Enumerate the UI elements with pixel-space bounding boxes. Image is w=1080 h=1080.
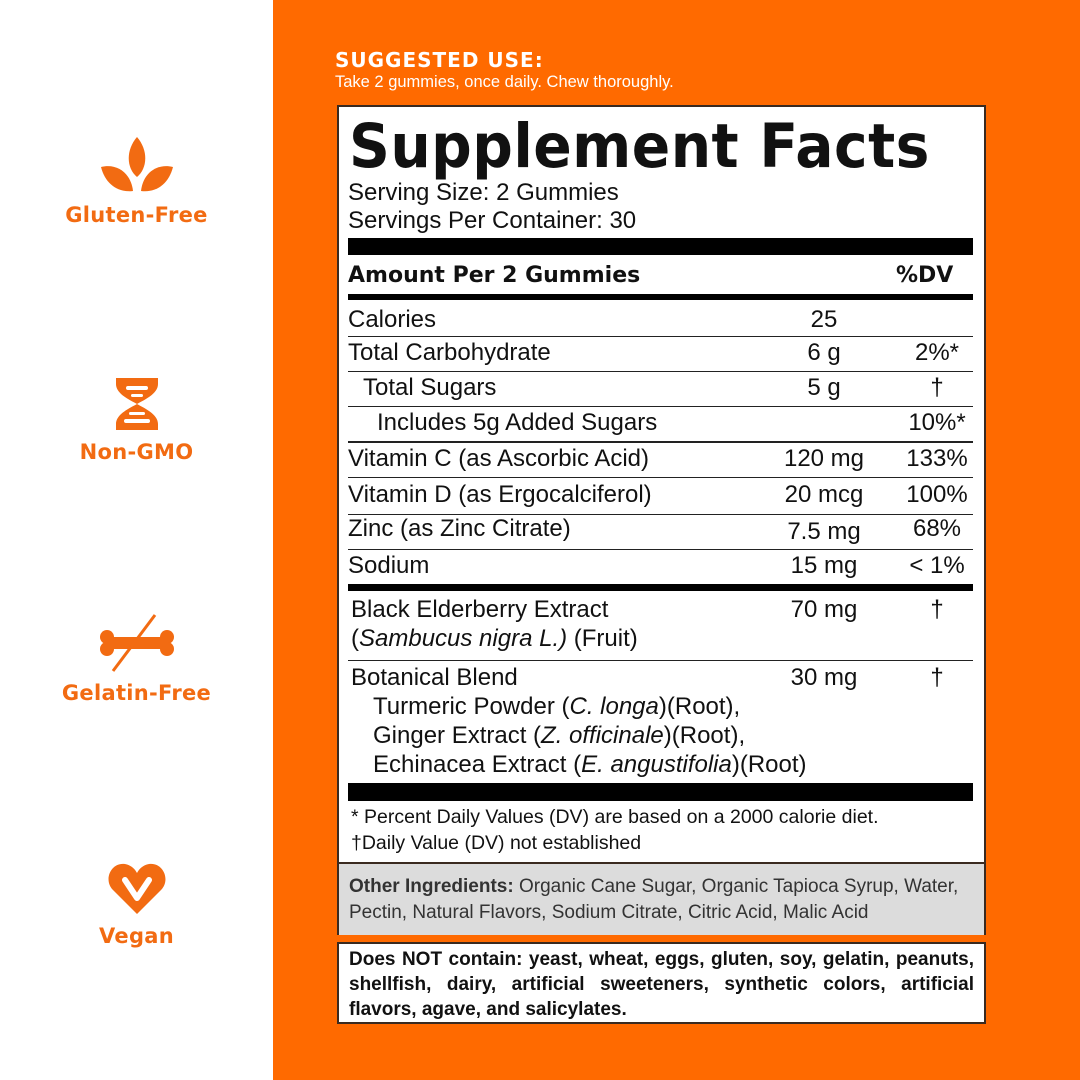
badge-panel: Gluten-Free Non-GMO Gelatin-Free Vegan [0, 0, 273, 1080]
nutrient-amount: 120 mg [783, 445, 865, 472]
divider [348, 238, 973, 255]
divider [348, 783, 973, 801]
nutrient-dv: 68% [912, 515, 962, 542]
nutrient-dv: 100% [906, 481, 968, 508]
latin-name: Z. officinale [541, 722, 664, 749]
plant-part: )(Root) [731, 751, 807, 778]
supplement-facts-panel: Supplement Facts Serving Size: 2 Gummies… [337, 105, 986, 935]
row-botanical-blend: Botanical Blend Turmeric Powder (C. long… [351, 663, 978, 779]
nutrient-amount: 5 g [807, 374, 841, 401]
ingredient-dv: † [930, 664, 944, 691]
divider [348, 660, 973, 661]
ingredient-amount: 30 mg [790, 664, 858, 691]
nutrient-name: Vitamin D (as Ergocalciferol) [348, 481, 652, 508]
ingredient-name: Botanical Blend [351, 664, 518, 691]
suggested-use-text: Take 2 gummies, once daily. Chew thoroug… [335, 73, 674, 91]
heart-v-icon [108, 863, 165, 914]
badge-label: Gluten-Free [65, 203, 208, 227]
row-vitamin-c: Vitamin C (as Ascorbic Acid) 120 mg 133% [348, 445, 978, 477]
nutrient-amount: 7.5 mg [787, 518, 861, 545]
does-not-contain: Does NOT contain: yeast, wheat, eggs, gl… [337, 942, 986, 1024]
other-ingredients: Other Ingredients: Organic Cane Sugar, O… [339, 862, 984, 935]
plant-part: )(Root), [658, 693, 741, 720]
nutrient-name: Sodium [348, 552, 430, 579]
nutrient-amount: 20 mcg [784, 481, 864, 508]
badge-non-gmo: Non-GMO [0, 376, 273, 464]
divider [348, 441, 973, 443]
badge-label: Non-GMO [79, 440, 194, 464]
nutrient-name: Total Sugars [363, 374, 497, 401]
crossed-bone-icon [99, 614, 174, 672]
badge-vegan: Vegan [0, 860, 273, 948]
nutrient-amount: 25 [810, 306, 838, 333]
nutrient-amount: 6 g [807, 339, 841, 366]
badge-label: Gelatin-Free [61, 681, 212, 705]
divider [348, 294, 973, 300]
nutrient-name: Vitamin C (as Ascorbic Acid) [348, 445, 649, 472]
dna-icon [115, 378, 158, 430]
servings-per-container: Servings Per Container: 30 [348, 207, 637, 234]
latin-name: E. angustifolia [581, 751, 732, 778]
row-sodium: Sodium 15 mg < 1% [348, 552, 978, 584]
suggested-use-title: SUGGESTED USE: [335, 48, 544, 72]
ingredient-amount: 70 mg [790, 596, 858, 623]
plant-part: (Fruit) [567, 625, 638, 652]
nutrient-dv: < 1% [909, 552, 965, 579]
divider [348, 336, 973, 337]
serving-size: Serving Size: 2 Gummies [348, 179, 619, 206]
row-elderberry: Black Elderberry Extract (Sambucus nigra… [351, 595, 978, 653]
plant-part: )(Root), [663, 722, 746, 749]
nutrient-dv: 2%* [914, 339, 960, 366]
blend-item-name: Ginger Extract ( [373, 722, 542, 749]
nutrient-dv: † [930, 374, 944, 401]
row-total-carbohydrate: Total Carbohydrate 6 g 2%* [348, 339, 978, 371]
header-dv: %DV [896, 263, 954, 288]
facts-title: Supplement Facts [349, 111, 930, 182]
nutrient-dv: 10%* [908, 409, 966, 436]
divider [348, 371, 973, 372]
badge-gluten-free: Gluten-Free [0, 135, 273, 227]
blend-item: Ginger Extract (Z. officinale)(Root), [351, 721, 978, 750]
divider [348, 549, 973, 550]
leaf-sprout-icon [100, 137, 173, 192]
row-added-sugars: Includes 5g Added Sugars 10%* [377, 409, 978, 441]
latin-name: Sambucus nigra L.) [359, 625, 568, 652]
divider [348, 514, 973, 515]
blend-item: Echinacea Extract (E. angustifolia)(Root… [351, 750, 978, 779]
paren: ( [351, 625, 359, 652]
blend-item: Turmeric Powder (C. longa)(Root), [351, 692, 978, 721]
nutrient-name: Zinc (as Zinc Citrate) [348, 515, 571, 542]
nutrient-name: Calories [348, 306, 437, 333]
blend-item-name: Turmeric Powder ( [373, 693, 570, 720]
row-zinc: Zinc (as Zinc Citrate) 7.5 mg 68% [348, 515, 978, 547]
divider [348, 406, 973, 407]
nutrient-dv: 133% [906, 445, 968, 472]
badge-label: Vegan [99, 924, 174, 948]
row-vitamin-d: Vitamin D (as Ergocalciferol) 20 mcg 100% [348, 481, 978, 513]
footnote-dv: * Percent Daily Values (DV) are based on… [351, 806, 879, 828]
header-amount: Amount Per 2 Gummies [348, 263, 641, 288]
badge-gelatin-free: Gelatin-Free [0, 613, 273, 705]
other-ingredients-text: Organic Cane Sugar, Organic Tapioca Syru… [349, 876, 959, 923]
ingredient-dv: † [930, 596, 944, 623]
divider [348, 477, 973, 478]
ingredient-name: Black Elderberry Extract [351, 596, 609, 623]
other-ingredients-label: Other Ingredients: [349, 876, 514, 897]
blend-item-name: Echinacea Extract ( [373, 751, 582, 778]
latin-name: C. longa [569, 693, 659, 720]
ingredient-source: (Sambucus nigra L.) (Fruit) [351, 624, 978, 653]
footnote-dagger: †Daily Value (DV) not established [351, 832, 642, 854]
nutrient-name: Includes 5g Added Sugars [377, 409, 658, 436]
row-calories: Calories 25 [348, 306, 978, 336]
nutrient-amount: 15 mg [790, 552, 858, 579]
row-total-sugars: Total Sugars 5 g † [363, 374, 978, 406]
divider [348, 584, 973, 591]
nutrient-name: Total Carbohydrate [348, 339, 551, 366]
